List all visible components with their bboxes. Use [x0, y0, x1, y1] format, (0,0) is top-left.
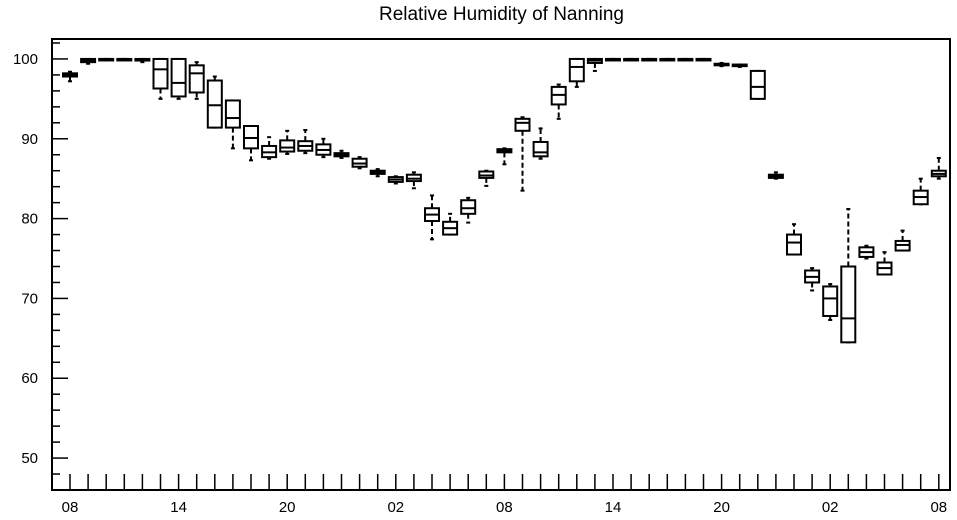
box	[514, 116, 531, 192]
box	[261, 136, 278, 160]
box	[695, 57, 712, 62]
box-series	[62, 57, 947, 344]
x-tick-label: 20	[713, 499, 730, 516]
box	[424, 194, 440, 241]
box	[858, 244, 875, 260]
box	[550, 83, 567, 120]
x-tick-label: 02	[822, 499, 839, 516]
box	[351, 156, 368, 170]
box	[876, 251, 893, 276]
box	[442, 212, 459, 236]
y-tick-label: 50	[21, 450, 38, 467]
box	[224, 99, 241, 150]
box	[297, 128, 314, 155]
y-tick-label: 60	[21, 370, 38, 387]
box	[840, 208, 857, 344]
iqr-box	[170, 57, 187, 98]
y-axis: 50 60 70 80 90 100	[13, 42, 68, 475]
box	[387, 175, 404, 185]
x-tick-label: 08	[496, 499, 513, 516]
iqr-box	[786, 233, 802, 256]
box	[568, 57, 585, 88]
box	[894, 229, 911, 252]
iqr-box	[749, 69, 766, 100]
iqr-box	[532, 140, 549, 158]
box	[460, 196, 477, 224]
x-tick-label: 08	[930, 499, 947, 516]
box	[206, 75, 223, 129]
box	[586, 57, 603, 72]
box	[170, 57, 187, 100]
box	[98, 57, 115, 62]
iqr-box	[206, 79, 223, 129]
iqr-box	[188, 64, 205, 94]
box	[532, 127, 549, 160]
box	[749, 69, 766, 100]
box	[822, 283, 839, 321]
iqr-box	[514, 117, 531, 132]
box	[80, 57, 97, 65]
iqr-box	[822, 285, 839, 317]
x-tick-label: 08	[62, 499, 79, 516]
box	[605, 57, 621, 62]
box	[641, 57, 658, 62]
x-tick-label: 14	[170, 499, 187, 516]
x-tick-label: 14	[605, 499, 622, 516]
y-tick-label: 100	[13, 51, 38, 68]
box	[134, 57, 151, 64]
box	[188, 61, 205, 100]
box	[786, 223, 802, 256]
box	[405, 171, 422, 190]
x-axis: 08 14 20 02 08 14 20 02 08	[62, 474, 947, 516]
iqr-box	[224, 99, 241, 129]
box	[369, 168, 386, 178]
box	[243, 125, 259, 162]
box	[804, 267, 821, 292]
iqr-box	[460, 199, 477, 215]
box	[496, 147, 513, 166]
box	[912, 177, 929, 206]
iqr-box	[840, 265, 857, 344]
box	[767, 171, 784, 180]
box	[713, 61, 730, 68]
x-tick-label: 20	[279, 499, 296, 516]
iqr-box	[279, 139, 296, 153]
box	[116, 57, 133, 62]
box	[315, 137, 332, 159]
box	[62, 70, 78, 83]
box	[152, 57, 169, 100]
box	[677, 57, 694, 62]
box	[478, 169, 495, 187]
y-tick-label: 80	[21, 211, 38, 228]
x-tick-label: 02	[387, 499, 404, 516]
iqr-box	[152, 57, 169, 90]
box	[731, 63, 748, 68]
plot-frame	[51, 38, 951, 491]
y-tick-label: 70	[21, 290, 38, 307]
box	[623, 57, 640, 62]
box	[333, 149, 350, 159]
y-tick-label: 90	[21, 131, 38, 148]
chart-title: Relative Humidity of Nanning	[378, 4, 624, 25]
box	[659, 57, 676, 62]
box	[279, 129, 296, 155]
box	[930, 156, 947, 180]
iqr-box	[568, 57, 585, 83]
